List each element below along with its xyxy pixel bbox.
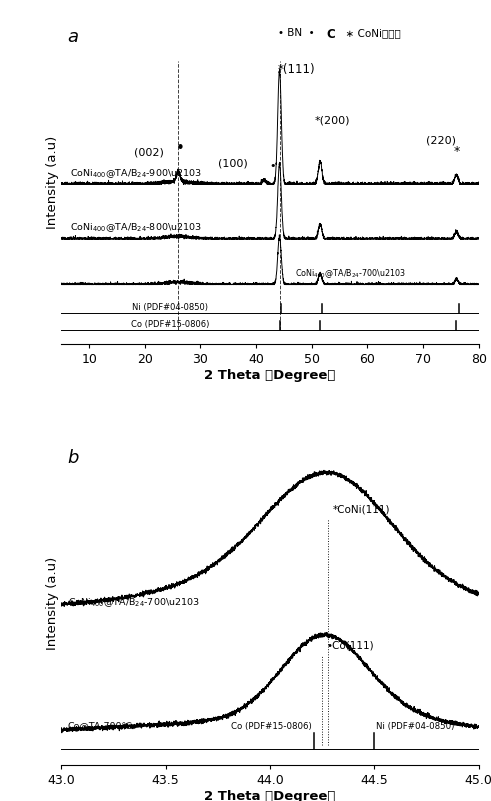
- X-axis label: 2 Theta （Degree）: 2 Theta （Degree）: [204, 790, 336, 801]
- Y-axis label: Intensity (a.u): Intensity (a.u): [46, 557, 58, 650]
- Text: CoNi$_{400}$@TA/B$_{24}$-700\u2103: CoNi$_{400}$@TA/B$_{24}$-700\u2103: [68, 596, 199, 609]
- Text: • BN  •: • BN •: [278, 28, 315, 38]
- Text: Co (PDF#15-0806): Co (PDF#15-0806): [231, 722, 312, 731]
- Text: C: C: [327, 28, 335, 41]
- X-axis label: 2 Theta （Degree）: 2 Theta （Degree）: [204, 368, 336, 382]
- Text: (220): (220): [426, 135, 456, 146]
- Text: (100): (100): [218, 159, 248, 169]
- Y-axis label: Intensity (a.u): Intensity (a.u): [46, 135, 58, 228]
- Text: (002): (002): [135, 148, 164, 158]
- Text: •: •: [269, 162, 275, 171]
- Text: CoNi$_{400}$@TA/B$_{24}$-700\u2103: CoNi$_{400}$@TA/B$_{24}$-700\u2103: [295, 268, 407, 280]
- Text: b: b: [68, 449, 79, 467]
- Text: •: •: [176, 141, 185, 156]
- Text: Ni (PDF#04-0850): Ni (PDF#04-0850): [377, 722, 455, 731]
- Text: *: *: [454, 145, 460, 158]
- Text: Co (PDF#15-0806): Co (PDF#15-0806): [131, 320, 209, 329]
- Text: *(111): *(111): [277, 62, 315, 75]
- Text: ∗ CoNi双金属: ∗ CoNi双金属: [339, 28, 401, 38]
- Text: CoNi$_{400}$@TA/B$_{24}$-800\u2103: CoNi$_{400}$@TA/B$_{24}$-800\u2103: [70, 222, 201, 235]
- Text: *CoNi(111): *CoNi(111): [333, 505, 390, 515]
- Text: CoNi$_{400}$@TA/B$_{24}$-900\u2103: CoNi$_{400}$@TA/B$_{24}$-900\u2103: [70, 167, 201, 179]
- Text: Co@TA-700℃: Co@TA-700℃: [68, 721, 133, 730]
- Text: •Co(111): •Co(111): [327, 641, 374, 651]
- Text: Ni (PDF#04-0850): Ni (PDF#04-0850): [132, 303, 208, 312]
- Text: a: a: [68, 28, 79, 46]
- Text: *(200): *(200): [315, 116, 350, 126]
